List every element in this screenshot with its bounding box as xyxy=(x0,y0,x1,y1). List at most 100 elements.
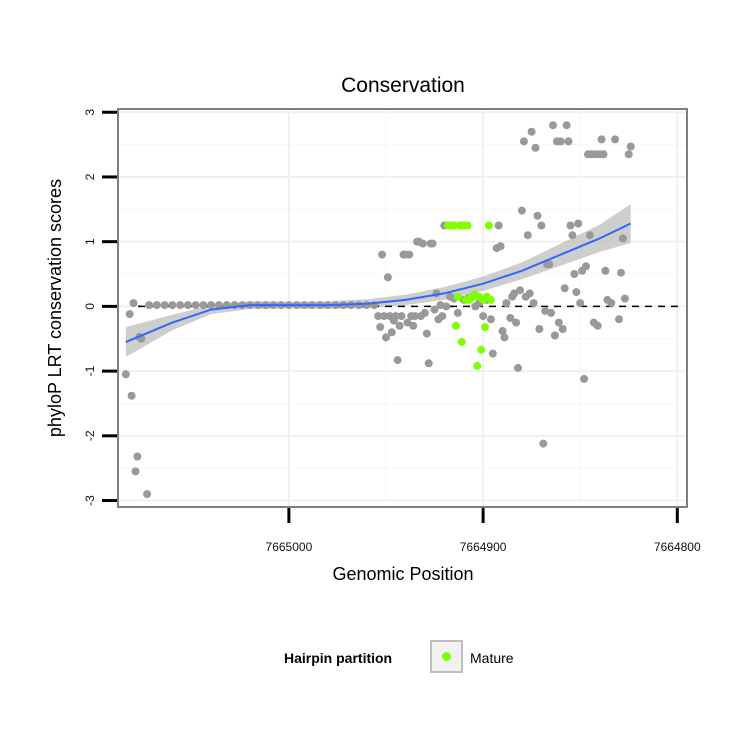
data-point xyxy=(160,301,169,310)
data-point xyxy=(374,312,383,321)
data-point xyxy=(585,231,594,240)
data-point xyxy=(519,137,528,146)
y-tick-label: -2 xyxy=(83,430,97,441)
data-point xyxy=(535,325,544,333)
data-point xyxy=(582,262,590,271)
data-point-mature xyxy=(484,221,493,230)
y-tick-label: 0 xyxy=(83,303,97,310)
grid-lines xyxy=(119,110,686,506)
data-point xyxy=(409,321,418,330)
data-point-mature xyxy=(453,292,462,301)
data-point xyxy=(125,310,134,319)
data-point xyxy=(626,142,635,151)
data-point xyxy=(514,363,522,372)
data-point xyxy=(607,299,616,308)
chart-title: Conservation xyxy=(341,74,465,97)
y-axis-title: phyloP LRT conservation scores xyxy=(45,179,65,437)
data-point xyxy=(453,308,462,317)
data-point xyxy=(580,374,589,383)
y-tick-label: 3 xyxy=(83,109,97,116)
data-point xyxy=(378,250,387,259)
x-tick-label: 7665000 xyxy=(266,540,313,554)
data-point xyxy=(537,221,546,230)
data-point xyxy=(564,137,573,146)
data-point xyxy=(486,315,495,324)
data-point xyxy=(430,305,439,314)
legend-label-mature: Mature xyxy=(470,650,514,666)
data-point xyxy=(422,329,431,338)
data-point xyxy=(207,301,216,310)
data-point xyxy=(168,301,177,310)
data-point xyxy=(547,308,556,317)
data-point xyxy=(129,299,138,308)
data-point xyxy=(442,302,451,311)
data-point xyxy=(525,289,534,298)
data-point xyxy=(506,314,515,322)
data-point xyxy=(529,299,538,308)
data-point xyxy=(502,299,511,308)
data-point xyxy=(572,288,581,297)
data-point xyxy=(574,219,583,228)
data-point xyxy=(382,333,390,342)
data-point xyxy=(183,301,192,310)
data-point xyxy=(599,150,608,159)
data-point-mature xyxy=(477,345,486,354)
data-point-mature xyxy=(463,221,472,230)
data-point xyxy=(376,323,385,332)
data-point xyxy=(533,211,542,220)
data-point xyxy=(479,312,488,321)
data-point xyxy=(199,301,208,310)
data-point xyxy=(558,325,567,333)
data-point xyxy=(176,301,185,310)
data-point xyxy=(527,127,536,136)
legend: Hairpin partition Mature xyxy=(284,640,514,673)
smooth-curve xyxy=(125,222,632,343)
data-point xyxy=(597,135,606,144)
data-point xyxy=(593,321,602,330)
data-point xyxy=(554,318,563,327)
x-tick-label: 7664800 xyxy=(654,540,701,554)
data-point xyxy=(556,137,565,146)
data-point xyxy=(618,234,627,243)
data-point xyxy=(438,312,447,321)
data-point xyxy=(576,299,585,308)
data-point xyxy=(395,321,404,330)
axes: -3 -2 -1 0 1 2 3 7665000 7664900 7664800 xyxy=(83,109,701,554)
data-point xyxy=(383,273,392,282)
data-point xyxy=(620,294,629,303)
data-point xyxy=(152,301,161,310)
data-point xyxy=(191,301,200,310)
data-point xyxy=(615,315,623,324)
data-point-mature xyxy=(457,338,466,346)
data-point xyxy=(127,391,136,400)
data-point xyxy=(397,312,406,321)
data-point xyxy=(562,121,571,130)
data-point xyxy=(143,490,152,499)
data-point xyxy=(617,268,625,277)
data-point xyxy=(611,135,620,144)
legend-title: Hairpin partition xyxy=(284,650,392,666)
data-point xyxy=(424,359,433,368)
data-point xyxy=(545,260,554,269)
data-point-mature xyxy=(486,295,495,304)
points-layer xyxy=(121,121,635,499)
data-point xyxy=(362,301,371,310)
data-point xyxy=(405,250,414,259)
data-point xyxy=(568,231,577,240)
data-point xyxy=(549,121,557,130)
data-point xyxy=(566,221,575,230)
data-point-mature xyxy=(473,361,482,370)
data-point xyxy=(601,266,610,275)
data-point xyxy=(488,349,497,358)
data-point xyxy=(121,370,130,379)
data-point xyxy=(133,452,142,461)
data-point xyxy=(393,356,402,365)
x-axis-title: Genomic Position xyxy=(332,564,473,584)
y-tick-label: -3 xyxy=(83,495,97,506)
data-point-mature xyxy=(450,221,458,230)
data-point xyxy=(523,231,532,240)
data-point xyxy=(498,327,507,335)
y-tick-label: 2 xyxy=(83,173,97,180)
smooth-line xyxy=(125,222,632,343)
